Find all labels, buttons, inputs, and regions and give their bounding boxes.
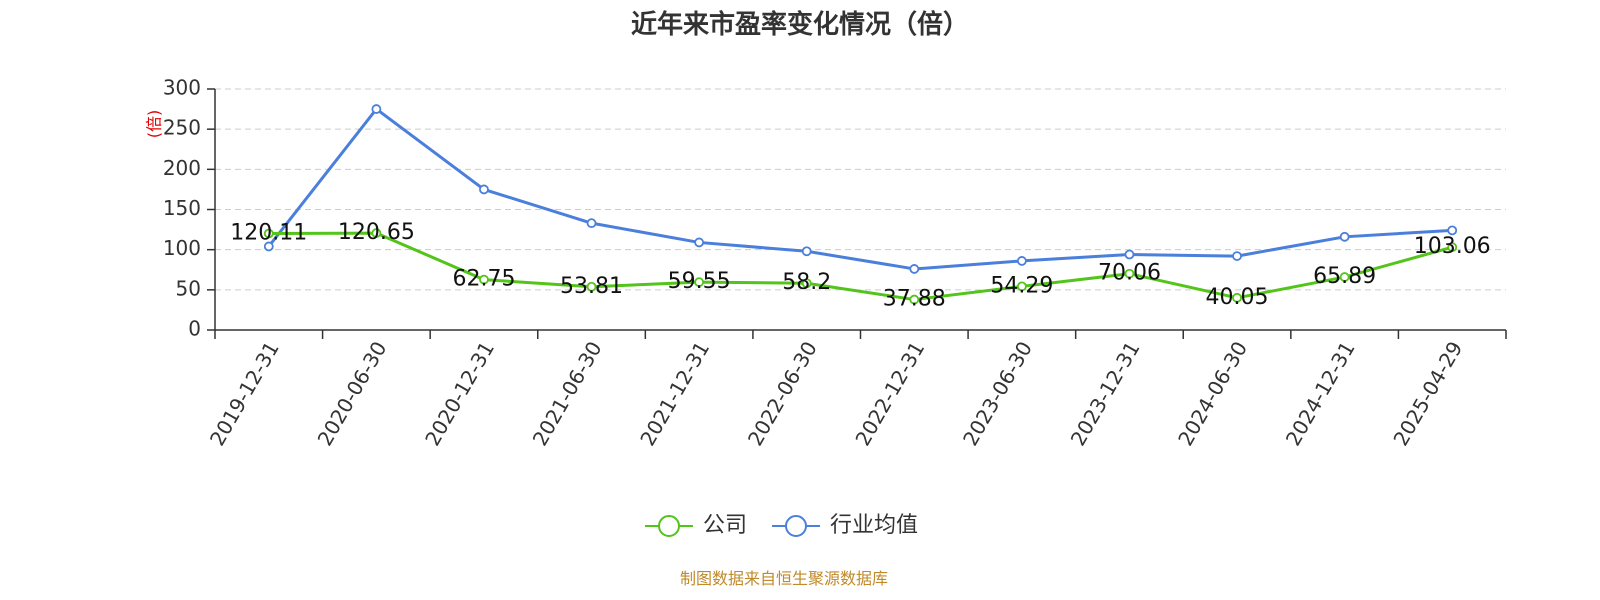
y-tick-label: 0 <box>188 317 201 341</box>
data-label: 62.75 <box>452 267 515 292</box>
series-points <box>263 104 1458 305</box>
x-tick-label: 2022-12-31 <box>850 337 929 450</box>
y-tick-label: 250 <box>163 116 201 140</box>
data-labels: 120.11 120.65 62.75 53.81 59.55 58.2 37.88 54.2… <box>230 220 1490 311</box>
series-0-point <box>801 278 812 289</box>
x-tick-label: 2024-12-31 <box>1281 337 1360 450</box>
series-1-point <box>1447 225 1458 236</box>
legend-item-1[interactable]: 行业均值 <box>772 513 918 538</box>
series-lines <box>267 107 1453 302</box>
legend-label: 公司 <box>703 513 747 538</box>
x-tick-label: 2025-04-29 <box>1388 337 1467 450</box>
series-1-point <box>586 218 597 229</box>
series-1-point <box>1016 256 1027 266</box>
series-1-point <box>694 237 705 248</box>
data-label: 103.06 <box>1414 234 1491 259</box>
y-tick-label: 100 <box>163 236 201 260</box>
y-axis-unit-label: (倍) <box>145 110 164 139</box>
series-1-point <box>801 246 812 257</box>
source-note: 制图数据来自恒生聚源数据库 <box>680 569 888 588</box>
series-1-point <box>263 241 274 252</box>
series-0-point <box>1016 281 1027 292</box>
series-0-point <box>1124 268 1135 279</box>
legend-swatch-marker <box>785 515 807 537</box>
grid-lines <box>215 88 1506 291</box>
series-0-point <box>694 277 705 288</box>
series-1-point <box>371 104 382 114</box>
series-0-point <box>479 274 489 285</box>
data-label: 120.11 <box>230 221 307 246</box>
x-tick-label: 2021-12-31 <box>635 337 714 450</box>
data-label: 37.88 <box>883 287 946 312</box>
y-tick-label: 150 <box>163 196 201 220</box>
y-tick-label: 50 <box>176 276 201 300</box>
legend-label: 行业均值 <box>830 513 918 538</box>
data-label: 65.89 <box>1313 264 1376 289</box>
series-0-point <box>371 228 382 238</box>
data-label: 40.05 <box>1206 285 1269 310</box>
data-label: 120.65 <box>338 220 415 245</box>
series-0-point <box>586 281 597 292</box>
series-0-point <box>1339 272 1350 282</box>
x-tick-label: 2024-06-30 <box>1173 337 1252 450</box>
series-1-point <box>1232 251 1242 261</box>
series-0-point <box>909 294 920 305</box>
x-tick-label: 2022-06-30 <box>743 337 822 450</box>
series-1-point <box>479 184 489 195</box>
x-tick-label: 2020-06-30 <box>313 337 392 450</box>
series-0-point <box>263 228 274 239</box>
data-label: 58.2 <box>782 270 831 295</box>
y-tick-label: 300 <box>163 76 201 100</box>
axes: 0 50 100 150 200 250 300 2019-12-31 2020-06-30 20… <box>163 76 1507 450</box>
legend-swatch-marker <box>658 515 680 537</box>
series-line-1 <box>267 107 1453 271</box>
legend-item-0[interactable]: 公司 <box>645 513 747 538</box>
x-tick-label: 2021-06-30 <box>528 337 607 450</box>
x-tick-label: 2023-12-31 <box>1066 337 1145 450</box>
series-1-point <box>1124 249 1135 260</box>
series-line-0 <box>268 231 1453 302</box>
x-tick-label: 2023-06-30 <box>958 337 1037 450</box>
x-tick-label: 2019-12-31 <box>205 337 284 450</box>
data-label: 53.81 <box>560 274 623 299</box>
series-0-point <box>1232 292 1242 303</box>
series-1-point <box>909 264 920 274</box>
data-label: 54.29 <box>990 273 1053 298</box>
series-1-point <box>1339 231 1350 242</box>
legend[interactable]: 公司 行业均值 <box>645 513 918 538</box>
chart-title: 近年来市盈率变化情况（倍） <box>631 9 969 40</box>
data-label: 70.06 <box>1098 261 1161 286</box>
data-label: 59.55 <box>668 269 731 294</box>
x-tick-label: 2020-12-31 <box>420 337 499 450</box>
y-tick-label: 200 <box>163 156 201 180</box>
series-0-point <box>1447 242 1458 253</box>
